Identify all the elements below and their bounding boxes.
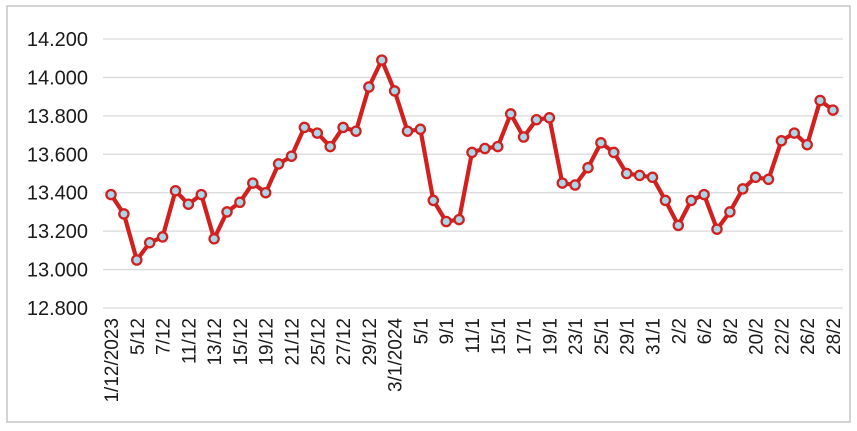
x-tick-label: 25/12: [308, 318, 329, 366]
data-point-marker: [118, 208, 130, 220]
data-point-marker: [440, 215, 452, 228]
data-point-marker: [324, 140, 336, 153]
data-point-marker: [156, 231, 169, 243]
data-point-marker: [169, 185, 182, 197]
x-tick-label: 28/2: [824, 318, 845, 355]
x-tick-label: 15/12: [231, 318, 252, 366]
y-tick-label: 13.200: [27, 221, 88, 243]
data-point-marker: [131, 254, 143, 266]
x-tick-label: 25/1: [592, 318, 613, 355]
data-point-marker: [247, 177, 259, 189]
x-tick-label: 19/1: [540, 318, 561, 355]
data-point-marker: [608, 146, 620, 159]
x-tick-label: 26/2: [798, 318, 819, 355]
data-point-marker: [453, 213, 465, 226]
data-point-marker: [195, 188, 208, 201]
x-tick-label: 23/1: [566, 318, 587, 355]
data-point-marker: [221, 206, 233, 218]
y-tick-label: 12.800: [27, 298, 88, 320]
data-point-marker: [492, 140, 504, 153]
x-tick-label: 5/12: [128, 318, 149, 355]
data-point-marker: [685, 194, 697, 207]
data-point-marker: [427, 194, 440, 207]
data-point-marker: [620, 167, 633, 180]
data-point-marker: [208, 233, 220, 245]
x-tick-label: 3/1/2024: [386, 318, 407, 392]
data-point-marker: [711, 223, 723, 235]
data-point-marker: [698, 188, 710, 201]
data-point-marker: [401, 125, 414, 137]
data-point-marker: [749, 171, 762, 184]
data-point-marker: [259, 186, 272, 199]
x-tick-label: 27/12: [334, 318, 355, 366]
data-point-marker: [788, 127, 801, 139]
x-tick-label: 15/1: [489, 318, 510, 355]
data-point-marker: [337, 121, 349, 134]
data-point-marker: [737, 183, 749, 195]
data-point-marker: [143, 236, 156, 249]
x-tick-label: 22/2: [772, 318, 793, 355]
data-point-marker: [388, 85, 401, 97]
y-tick-label: 14.200: [27, 29, 88, 51]
y-tick-label: 13.600: [27, 144, 88, 166]
x-tick-label: 8/2: [721, 318, 742, 344]
data-point-marker: [504, 108, 517, 120]
data-point-marker: [595, 137, 607, 149]
x-tick-label: 11/1: [463, 318, 484, 354]
data-point-marker: [285, 150, 298, 162]
data-point-marker: [762, 173, 775, 186]
x-tick-label: 5/1: [411, 318, 432, 344]
data-point-marker: [272, 158, 285, 170]
data-point-marker: [182, 198, 195, 210]
data-point-marker: [724, 206, 736, 218]
y-tick-label: 13.400: [27, 183, 88, 205]
data-point-marker: [363, 81, 375, 93]
x-tick-label: 29/1: [618, 318, 639, 355]
x-tick-label: 9/1: [437, 318, 458, 344]
x-tick-label: 2/2: [669, 318, 690, 344]
data-point-marker: [350, 125, 362, 137]
x-tick-label: 1/12/2023: [102, 318, 123, 403]
data-point-marker: [517, 131, 530, 143]
data-point-marker: [633, 169, 646, 182]
x-tick-label: 11/12: [179, 318, 200, 364]
figure-border: [6, 5, 851, 423]
x-tick-label: 6/2: [695, 318, 716, 344]
x-tick-label: 13/12: [205, 318, 226, 366]
data-point-marker: [582, 161, 594, 174]
x-tick-label: 19/12: [257, 318, 278, 366]
data-point-marker: [659, 194, 672, 207]
data-point-marker: [801, 138, 813, 151]
x-tick-label: 17/1: [515, 318, 536, 355]
data-point-marker: [569, 179, 581, 191]
data-point-marker: [414, 123, 427, 136]
data-point-marker: [105, 188, 117, 201]
data-point-marker: [530, 113, 543, 126]
y-tick-label: 14.000: [27, 67, 88, 89]
data-point-marker: [466, 146, 478, 159]
data-point-marker: [376, 54, 388, 66]
data-point-marker: [556, 177, 569, 189]
x-tick-label: 21/12: [283, 318, 304, 366]
data-point-marker: [234, 196, 246, 209]
y-tick-label: 13.000: [27, 260, 88, 282]
data-point-marker: [775, 135, 788, 147]
x-tick-label: 31/1: [644, 318, 665, 355]
data-point-marker: [646, 171, 659, 184]
x-tick-label: 20/2: [747, 318, 768, 355]
data-point-marker: [814, 94, 826, 107]
data-point-marker: [298, 121, 311, 134]
data-point-marker: [479, 142, 491, 155]
y-tick-label: 13.800: [27, 106, 88, 128]
data-point-marker: [827, 104, 839, 116]
series-line: [108, 57, 836, 263]
data-point-marker: [311, 127, 324, 139]
data-point-marker: [543, 112, 556, 124]
x-tick-label: 29/12: [360, 318, 381, 366]
data-point-marker: [672, 219, 685, 232]
x-tick-label: 7/12: [154, 318, 175, 355]
